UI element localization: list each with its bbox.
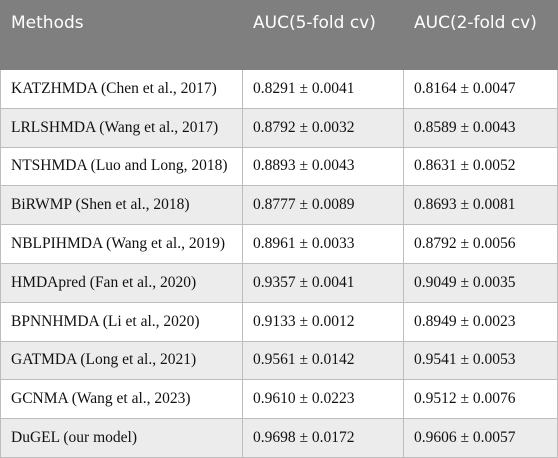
table-row: GATMDA (Long et al., 2021) 0.9561 ± 0.01… [0,340,558,381]
method-cell: KATZHMDA (Chen et al., 2017) [0,69,243,109]
method-cell: LRLSHMDA (Wang et al., 2017) [0,107,243,148]
table-row: BiRWMP (Shen et al., 2018) 0.8777 ± 0.00… [0,185,558,226]
method-cell: DuGEL (our model) [0,418,243,458]
table-row: NTSHMDA (Luo and Long, 2018) 0.8893 ± 0.… [0,146,558,187]
method-cell: BPNNHMDA (Li et al., 2020) [0,301,243,342]
header-auc-2-fold: AUC(2-fold cv) [403,0,558,70]
table-row: HMDApred (Fan et al., 2020) 0.9357 ± 0.0… [0,262,558,303]
auc-2-fold-cell: 0.9541 ± 0.0053 [403,340,558,381]
auc-2-fold-cell: 0.8164 ± 0.0047 [403,69,558,109]
auc-5-fold-cell: 0.8792 ± 0.0032 [242,107,404,148]
table-row: DuGEL (our model) 0.9698 ± 0.0172 0.9606… [0,418,558,458]
auc-5-fold-cell: 0.9133 ± 0.0012 [242,301,404,342]
table-row: KATZHMDA (Chen et al., 2017) 0.8291 ± 0.… [0,69,558,109]
auc-5-fold-cell: 0.9698 ± 0.0172 [242,418,404,458]
table-body: KATZHMDA (Chen et al., 2017) 0.8291 ± 0.… [0,69,558,458]
table-row: BPNNHMDA (Li et al., 2020) 0.9133 ± 0.00… [0,301,558,342]
auc-2-fold-cell: 0.9512 ± 0.0076 [403,379,558,420]
auc-2-fold-cell: 0.9606 ± 0.0057 [403,418,558,458]
method-cell: BiRWMP (Shen et al., 2018) [0,185,243,226]
auc-2-fold-cell: 0.8949 ± 0.0023 [403,301,558,342]
auc-2-fold-cell: 0.8631 ± 0.0052 [403,146,558,187]
auc-5-fold-cell: 0.9610 ± 0.0223 [242,379,404,420]
auc-5-fold-cell: 0.8961 ± 0.0033 [242,224,404,264]
method-cell: NTSHMDA (Luo and Long, 2018) [0,146,243,187]
auc-5-fold-cell: 0.8893 ± 0.0043 [242,146,404,187]
method-cell: HMDApred (Fan et al., 2020) [0,262,243,303]
header-methods: Methods [0,0,243,70]
table-header: Methods AUC(5-fold cv) AUC(2-fold cv) [0,0,558,70]
table-row: NBLPIHMDA (Wang et al., 2019) 0.8961 ± 0… [0,224,558,264]
auc-5-fold-cell: 0.8777 ± 0.0089 [242,185,404,226]
auc-2-fold-cell: 0.8792 ± 0.0056 [403,224,558,264]
auc-2-fold-cell: 0.8589 ± 0.0043 [403,107,558,148]
header-row: Methods AUC(5-fold cv) AUC(2-fold cv) [0,0,558,70]
auc-5-fold-cell: 0.8291 ± 0.0041 [242,69,404,109]
method-cell: NBLPIHMDA (Wang et al., 2019) [0,224,243,264]
method-cell: GCNMA (Wang et al., 2023) [0,379,243,420]
table-row: GCNMA (Wang et al., 2023) 0.9610 ± 0.022… [0,379,558,420]
auc-5-fold-cell: 0.9357 ± 0.0041 [242,262,404,303]
table-row: LRLSHMDA (Wang et al., 2017) 0.8792 ± 0.… [0,107,558,148]
auc-2-fold-cell: 0.8693 ± 0.0081 [403,185,558,226]
method-cell: GATMDA (Long et al., 2021) [0,340,243,381]
auc-2-fold-cell: 0.9049 ± 0.0035 [403,262,558,303]
header-auc-5-fold: AUC(5-fold cv) [242,0,404,70]
auc-5-fold-cell: 0.9561 ± 0.0142 [242,340,404,381]
